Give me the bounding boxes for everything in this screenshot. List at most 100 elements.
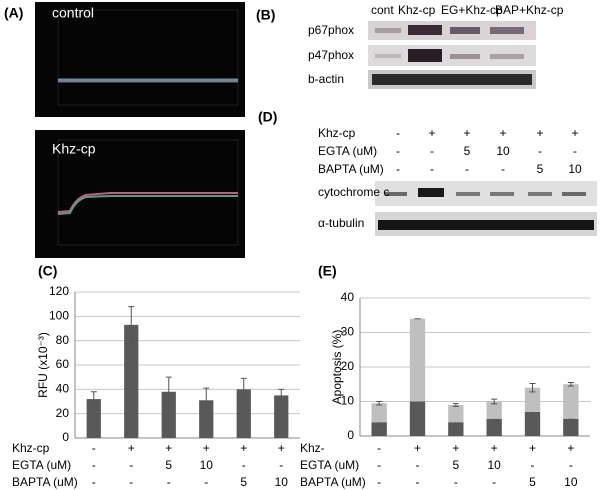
condition-value: + [571,126,578,140]
treatment-value: + [165,441,172,455]
condition-value: - [396,144,400,158]
blot-row-label: cytochrome c [318,185,389,199]
treatment-label: Khz- [300,441,325,455]
y-axis-label: RFU (x10⁻³) [36,332,50,398]
treatment-label: BAPTA (uM) [12,475,78,489]
bar-segment [371,403,387,423]
bar-segment [524,387,541,412]
condition-value: 5 [464,144,471,158]
condition-value: + [463,126,470,140]
bar [86,399,101,438]
y-tick-label: 20 [341,359,355,373]
error-bar [90,391,97,407]
error-bar [240,377,247,401]
image-label: Khz-cp [52,141,96,157]
treatment-value: 10 [564,475,578,489]
treatment-value: + [567,441,574,455]
treatment-label: Khz-cp [12,441,50,455]
treatment-value: - [416,458,420,472]
treatment-value: - [92,441,96,455]
bar-segment [409,401,426,436]
lane-label: EG+Khz-cp [441,3,503,17]
condition-label: EGTA (uM) [318,144,377,158]
treatment-value: - [129,475,133,489]
bar [124,324,139,438]
condition-value: - [538,144,542,158]
error-bar [491,398,498,405]
condition-value: + [428,126,435,140]
treatment-value: - [492,475,496,489]
error-bar [278,388,285,402]
bar-segment [409,318,426,402]
treatment-value: + [452,441,459,455]
condition-value: - [430,162,434,176]
condition-value: - [396,162,400,176]
bar-segment [563,418,579,436]
bar [199,400,214,438]
treatment-value: - [569,458,573,472]
bar-segment [524,411,541,436]
blot-row-label: p67phox [308,23,354,37]
image-label: control [52,5,94,21]
treatment-value: 5 [240,475,247,489]
treatment-value: - [416,475,420,489]
treatment-value: - [204,475,208,489]
panel-label: (D) [258,109,277,125]
condition-label: Khz-cp [318,126,356,140]
treatment-value: 10 [487,458,501,472]
treatment-value: - [242,458,246,472]
panel-label: (B) [256,7,275,23]
condition-value: + [499,126,506,140]
y-tick-label: 10 [341,394,355,408]
treatment-value: + [491,441,498,455]
y-tick-label: 0 [347,428,354,442]
treatment-value: 5 [529,475,536,489]
error-bar [203,387,210,413]
bar [161,391,176,438]
treatment-value: 10 [200,458,214,472]
lane-label: BAP+Khz-cp [495,3,564,17]
condition-value: 10 [496,144,510,158]
y-tick-label: 40 [56,382,70,396]
blot-row-label: p47phox [308,48,354,62]
y-tick-label: 0 [62,430,69,444]
y-tick-label: 20 [56,406,70,420]
treatment-label: BAPTA (uM) [300,475,366,489]
flow-image-khz [35,130,245,258]
error-bar [376,401,383,406]
treatment-value: - [377,475,381,489]
blot-d [375,181,597,236]
treatment-value: - [167,475,171,489]
treatment-label: EGTA (uM) [12,458,71,472]
bar-segment [448,404,464,423]
treatment-value: + [203,441,210,455]
treatment-value: 10 [275,475,289,489]
y-tick-label: 120 [49,284,69,298]
treatment-value: + [414,441,421,455]
treatment-value: + [128,441,135,455]
bar [274,395,289,438]
condition-value: - [465,162,469,176]
bar-segment [371,422,387,436]
treatment-value: 5 [452,458,459,472]
condition-label: BAPTA (uM) [318,162,384,176]
error-bar [529,383,536,393]
y-tick-label: 80 [56,333,70,347]
treatment-value: - [92,475,96,489]
lane-label: Khz-cp [398,3,436,17]
treatment-value: 5 [165,458,172,472]
bar-segment [448,422,464,436]
condition-value: 5 [537,162,544,176]
bar-segment [563,384,579,419]
lane-label: cont [371,3,394,17]
treatment-value: - [377,458,381,472]
treatment-value: - [531,458,535,472]
condition-value: - [573,144,577,158]
flow-image-control [35,2,245,117]
treatment-value: + [240,441,247,455]
bar [236,389,251,438]
condition-value: - [430,144,434,158]
treatment-value: - [92,458,96,472]
condition-value: - [396,126,400,140]
error-bar [165,376,172,407]
